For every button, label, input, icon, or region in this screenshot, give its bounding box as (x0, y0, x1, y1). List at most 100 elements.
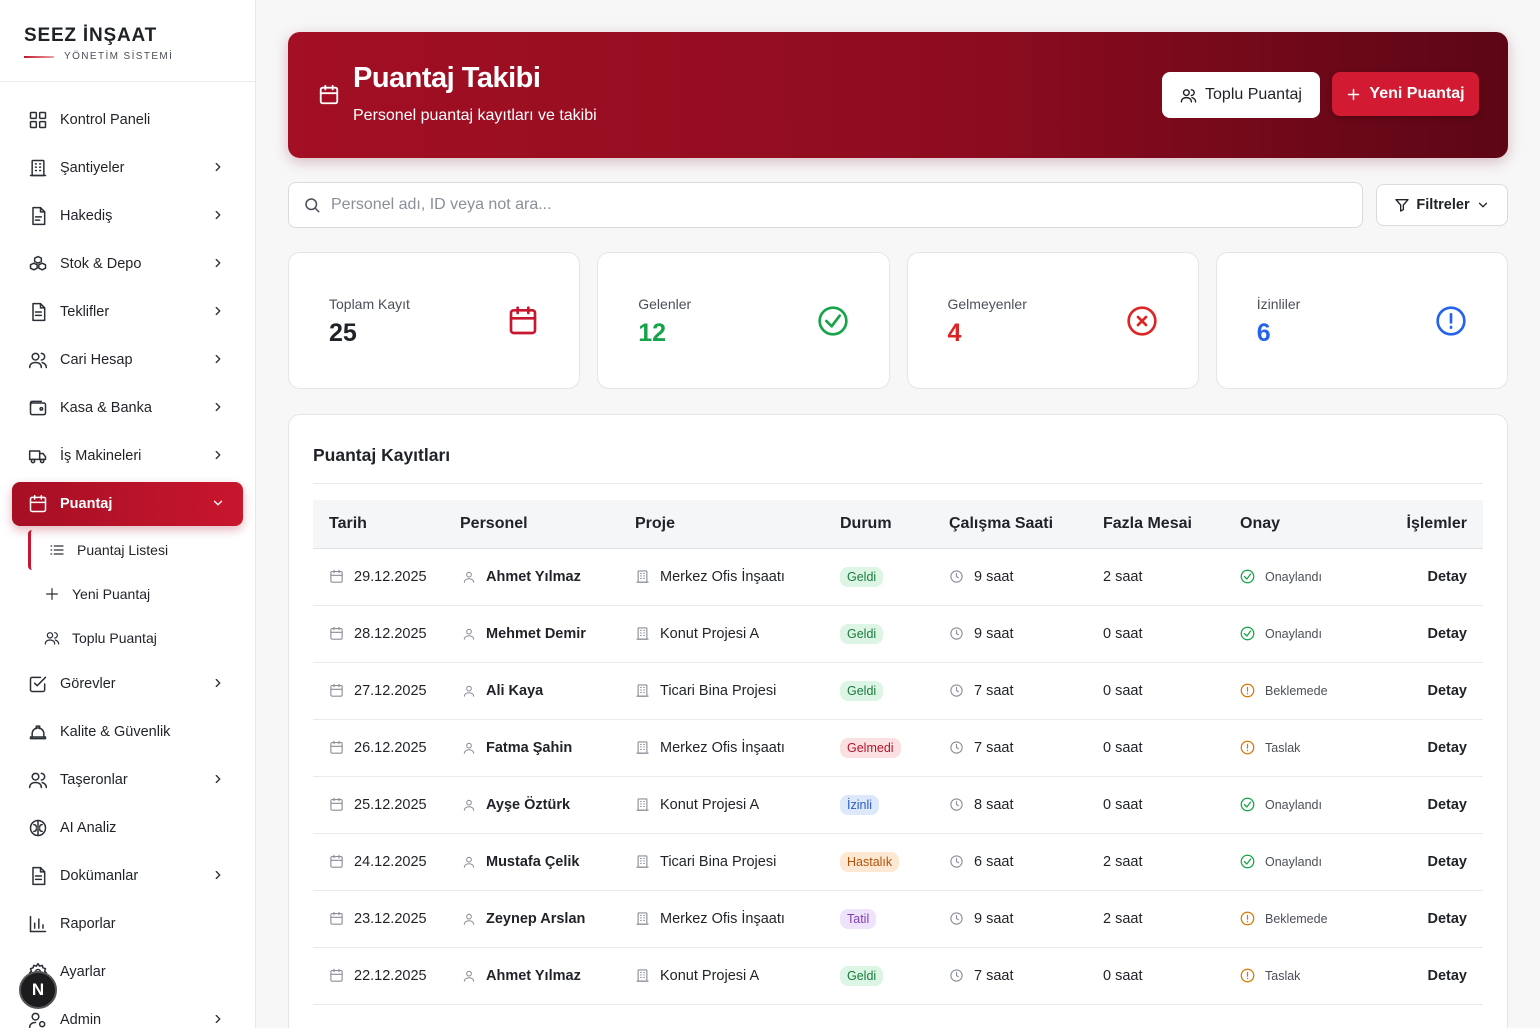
brand-accent-line (24, 55, 54, 58)
sidebar-item-stok-depo[interactable]: Stok & Depo (12, 242, 243, 286)
sidebar-item-taseronlar[interactable]: Taşeronlar (12, 758, 243, 802)
row-hours: 8 saat (974, 796, 1014, 813)
row-project: Merkez Ofis İnşaatı (660, 568, 785, 585)
row-person: Fatma Şahin (486, 739, 573, 756)
sidebar-nav: Kontrol Paneli Şantiyeler Hakediş Stok & De… (0, 82, 255, 1028)
sidebar-item-hakedis[interactable]: Hakediş (12, 194, 243, 238)
approval-status: Beklemede (1265, 683, 1328, 698)
sidebar-item-label: İş Makineleri (60, 448, 142, 464)
table-row[interactable]: 25.12.2025 Ayşe Öztürk Konut Projesi A İzin… (313, 776, 1483, 834)
calendar-icon (29, 494, 47, 513)
plus-icon (1348, 88, 1360, 100)
sidebar-subitem-label: Toplu Puantaj (72, 630, 157, 646)
row-person: Mehmet Demir (486, 625, 586, 642)
table-row[interactable]: 28.12.2025 Mehmet Demir Konut Projesi A Gel… (313, 605, 1483, 663)
brand-title: SEEZ İNŞAAT (24, 25, 158, 46)
detail-button[interactable]: Detay (1427, 682, 1468, 699)
row-overtime: 2 saat (1103, 910, 1143, 927)
hard-hat-icon (29, 725, 47, 740)
table-row[interactable]: 29.12.2025 Ahmet Yılmaz Merkez Ofis İnşaat… (313, 548, 1483, 606)
sidebar-item-gorevler[interactable]: Görevler (12, 662, 243, 706)
table-row[interactable]: 23.12.2025 Zeynep Arslan Merkez Ofis İnşaa… (313, 890, 1483, 948)
sidebar-item-label: Kasa & Banka (60, 400, 152, 416)
file-text-icon (32, 302, 46, 322)
chevron-right-icon (215, 870, 221, 880)
chevron-down-icon (213, 500, 223, 506)
detail-button[interactable]: Detay (1427, 910, 1468, 927)
sidebar-subitem-puantaj-listesi[interactable]: Puantaj Listesi (28, 530, 243, 570)
column-header-durum[interactable]: Durum (840, 500, 949, 549)
search-input[interactable] (331, 196, 1231, 214)
user-icon (463, 571, 475, 583)
sidebar-item-raporlar[interactable]: Raporlar (12, 902, 243, 946)
detail-button[interactable]: Detay (1427, 739, 1468, 756)
row-hours: 9 saat (974, 910, 1014, 927)
sidebar-subitem-toplu-puantaj[interactable]: Toplu Puantaj (28, 618, 243, 658)
column-header-personel[interactable]: Personel (460, 500, 635, 549)
building-icon (636, 912, 649, 925)
column-header-tarih[interactable]: Tarih (313, 500, 460, 549)
stat-label: Toplam Kayıt (329, 296, 410, 312)
sidebar-subitem-label: Yeni Puantaj (72, 586, 151, 602)
column-header-onay[interactable]: Onay (1240, 500, 1360, 549)
users-icon (1180, 88, 1197, 103)
sidebar-item-ai-analiz[interactable]: AI Analiz (12, 806, 243, 850)
new-timesheet-button[interactable]: Yeni Puantaj (1332, 72, 1479, 116)
stat-card-gelmeyenler: Gelmeyenler 4 (906, 252, 1199, 389)
sidebar-item-santiyeler[interactable]: Şantiyeler (12, 146, 243, 190)
sidebar-item-label: Kontrol Paneli (60, 112, 151, 128)
sidebar-item-dokumanlar[interactable]: Dokümanlar (12, 854, 243, 898)
sidebar-subitem-yeni-puantaj[interactable]: Yeni Puantaj (28, 574, 243, 614)
detail-button[interactable]: Detay (1427, 796, 1468, 813)
row-person: Mustafa Çelik (486, 853, 580, 870)
filters-button[interactable]: Filtreler (1376, 184, 1508, 226)
row-project: Ticari Bina Projesi (660, 853, 777, 870)
check-circle-icon (1240, 626, 1255, 641)
truck-icon (28, 450, 47, 464)
sidebar-item-teklifler[interactable]: Teklifler (12, 290, 243, 334)
sidebar-item-kalite-guvenlik[interactable]: Kalite & Güvenlik (12, 710, 243, 754)
calendar-icon (330, 626, 343, 640)
column-header-calisma-saati[interactable]: Çalışma Saati (949, 500, 1103, 549)
user-icon (463, 799, 475, 811)
column-header-fazla-mesai[interactable]: Fazla Mesai (1103, 500, 1240, 549)
sidebar-item-admin[interactable]: Admin (12, 998, 243, 1028)
detail-button[interactable]: Detay (1427, 568, 1468, 585)
user-cog-icon (28, 1012, 46, 1028)
column-header-islemler[interactable]: İşlemler (1360, 500, 1483, 549)
table-row[interactable]: 24.12.2025 Mustafa Çelik Ticari Bina Proje… (313, 833, 1483, 891)
detail-button[interactable]: Detay (1427, 625, 1468, 642)
row-overtime: 0 saat (1103, 682, 1143, 699)
stat-card-gelenler: Gelenler 12 (597, 252, 890, 389)
document-icon (32, 206, 46, 226)
alert-circle-icon (1240, 683, 1255, 698)
sidebar-item-kasa-banka[interactable]: Kasa & Banka (12, 386, 243, 430)
alert-circle-icon (1240, 740, 1255, 755)
sidebar-item-puantaj[interactable]: Puantaj (12, 482, 243, 526)
sidebar-item-kontrol-paneli[interactable]: Kontrol Paneli (12, 98, 243, 142)
detail-button[interactable]: Detay (1427, 967, 1468, 984)
bulk-timesheet-button[interactable]: Toplu Puantaj (1162, 72, 1320, 118)
assistant-fab[interactable]: N (19, 971, 57, 1009)
column-header-proje[interactable]: Proje (635, 500, 840, 549)
table-row[interactable]: 22.12.2025 Ahmet Yılmaz Konut Projesi A Gel… (313, 947, 1483, 1005)
row-date: 26.12.2025 (354, 739, 427, 756)
brand[interactable]: SEEZ İNŞAAT YÖNETİM SİSTEMİ (0, 0, 255, 82)
sidebar-item-is-makineleri[interactable]: İş Makineleri (12, 434, 243, 478)
detail-button[interactable]: Detay (1427, 853, 1468, 870)
clock-icon (950, 798, 963, 811)
sidebar-item-label: Dokümanlar (60, 868, 139, 884)
alert-circle-icon (1240, 968, 1255, 983)
table-row[interactable]: 27.12.2025 Ali Kaya Ticari Bina Projesi Gel… (313, 662, 1483, 720)
user-icon (463, 685, 475, 697)
table-row[interactable]: 26.12.2025 Fatma Şahin Merkez Ofis İnşaatı… (313, 719, 1483, 777)
wallet-icon (29, 400, 47, 416)
calendar-icon (319, 84, 339, 105)
main-content: Puantaj Takibi Personel puantaj kayıtlar… (288, 32, 1508, 1028)
row-date: 23.12.2025 (354, 910, 427, 927)
clock-icon (950, 684, 963, 697)
approval-status: Beklemede (1265, 911, 1328, 926)
building-icon (636, 855, 649, 868)
status-badge: Geldi (840, 680, 884, 701)
sidebar-item-cari-hesap[interactable]: Cari Hesap (12, 338, 243, 382)
